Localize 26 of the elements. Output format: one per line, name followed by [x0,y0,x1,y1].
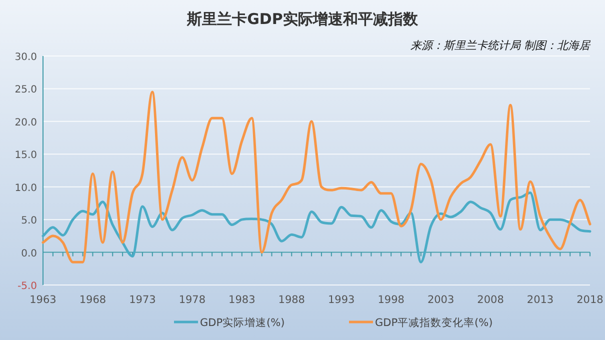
y-tick-label: -5.0 [17,281,37,292]
x-tick-label: 2003 [427,294,454,306]
x-tick-label: 2008 [477,294,504,306]
y-tick-label: 20.0 [14,117,37,128]
y-tick-label: 0.0 [21,248,37,260]
y-tick-label: 10.0 [14,182,37,194]
x-tick-label: 1968 [79,294,106,306]
chart-title: 斯里兰卡GDP实际增速和平减指数 [186,10,419,28]
source-note: 来源：斯里兰卡统计局 制图：北海居 [410,39,591,52]
x-tick-label: 1983 [228,294,256,306]
x-tick-label: 1963 [30,294,56,306]
x-tick-label: 1998 [378,294,404,306]
x-tick-label: 1993 [328,294,355,306]
y-tick-label: 25.0 [14,84,37,96]
y-tick-label: 15.0 [14,150,37,162]
x-tick-label: 1988 [278,294,306,306]
legend-label: GDP平减指数变化率(%) [375,316,493,329]
x-tick-label: 2018 [576,294,604,306]
legend-label: GDP实际增速(%) [200,316,285,329]
line-series [42,191,592,264]
y-tick-label: 30.0 [14,52,37,63]
y-tick-label: 5.0 [21,216,37,227]
line-series [42,90,592,264]
x-tick-label: 2013 [526,294,554,306]
x-tick-label: 1978 [178,294,206,306]
x-tick-label: 1973 [129,294,156,306]
